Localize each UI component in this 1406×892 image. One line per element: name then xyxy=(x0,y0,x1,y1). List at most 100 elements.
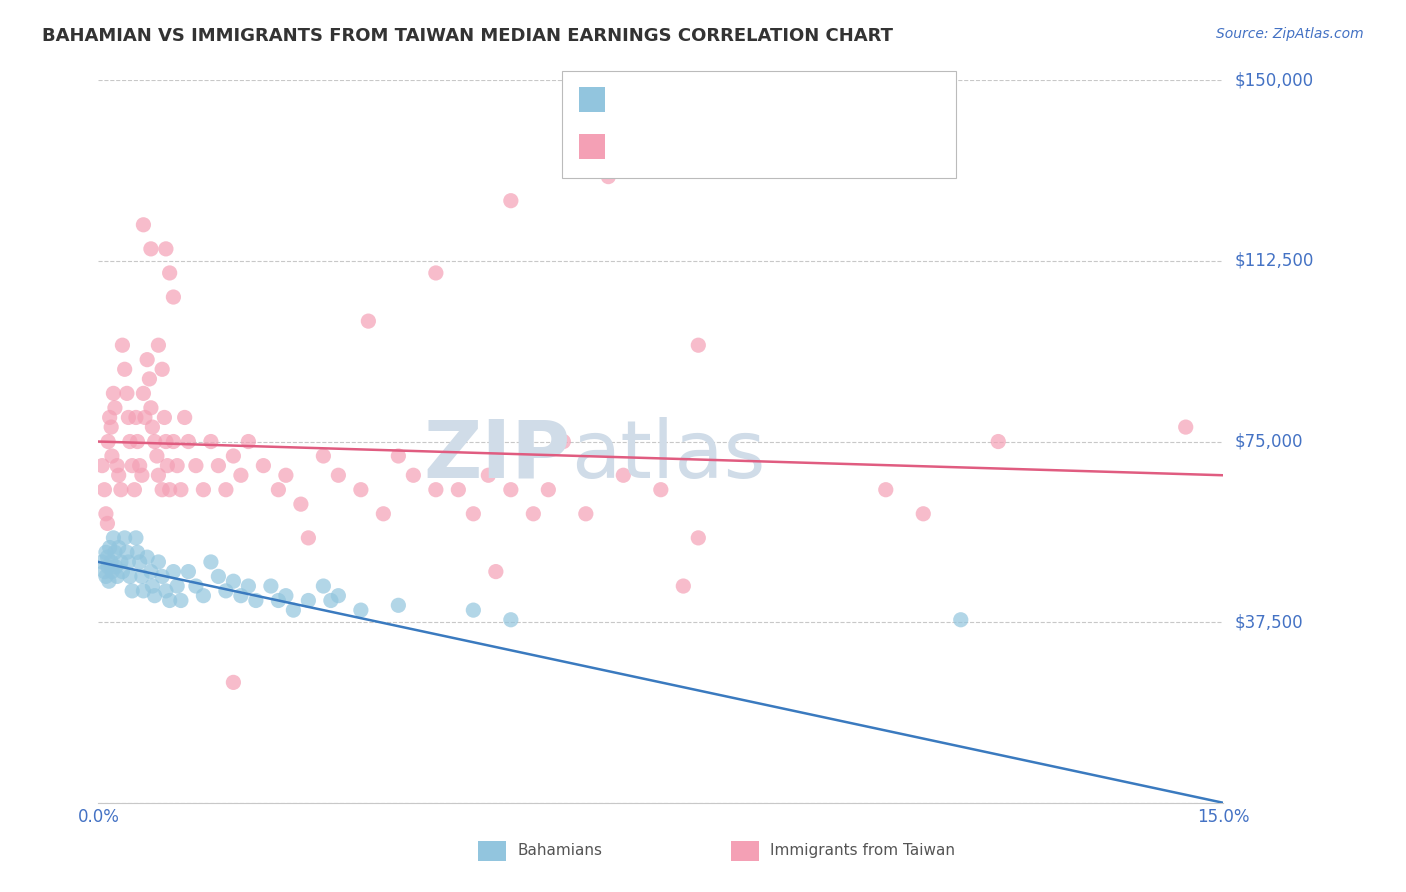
Point xyxy=(114,362,136,376)
Point xyxy=(117,555,139,569)
Point xyxy=(402,468,425,483)
Point xyxy=(159,593,181,607)
Point xyxy=(162,565,184,579)
Point xyxy=(987,434,1010,449)
Point xyxy=(121,583,143,598)
Point xyxy=(875,483,897,497)
Point xyxy=(193,483,215,497)
Point xyxy=(150,362,173,376)
Point xyxy=(267,483,290,497)
Point xyxy=(93,483,115,497)
Point xyxy=(131,468,153,483)
Point xyxy=(110,555,132,569)
Text: atlas: atlas xyxy=(571,417,765,495)
Point xyxy=(215,483,238,497)
Point xyxy=(229,589,252,603)
Point xyxy=(111,565,134,579)
Point xyxy=(159,483,181,497)
Point xyxy=(150,483,173,497)
Point xyxy=(463,603,485,617)
Point xyxy=(387,449,409,463)
Text: R =: R = xyxy=(619,91,655,109)
Point xyxy=(118,434,141,449)
Point xyxy=(94,545,117,559)
Point xyxy=(139,565,162,579)
Point xyxy=(159,266,181,280)
Point xyxy=(155,434,177,449)
Point xyxy=(125,410,148,425)
Point xyxy=(650,483,672,497)
Point xyxy=(173,410,195,425)
Text: $37,500: $37,500 xyxy=(1234,613,1303,632)
Point xyxy=(134,410,156,425)
Text: Immigrants from Taiwan: Immigrants from Taiwan xyxy=(770,844,956,858)
Point xyxy=(612,468,634,483)
Point xyxy=(127,545,149,559)
Text: $150,000: $150,000 xyxy=(1234,71,1313,89)
Point xyxy=(141,420,163,434)
Point xyxy=(104,545,127,559)
Text: R =: R = xyxy=(619,137,655,155)
Point xyxy=(148,555,170,569)
Point xyxy=(184,458,207,473)
Point xyxy=(97,574,120,589)
Point xyxy=(200,434,222,449)
Point xyxy=(143,434,166,449)
Point xyxy=(193,589,215,603)
Point xyxy=(319,593,342,607)
Point xyxy=(96,550,118,565)
Text: Source: ZipAtlas.com: Source: ZipAtlas.com xyxy=(1216,27,1364,41)
Point xyxy=(170,483,193,497)
Point xyxy=(96,516,118,531)
Point xyxy=(105,458,128,473)
Point xyxy=(124,483,146,497)
Point xyxy=(252,458,274,473)
Point xyxy=(115,386,138,401)
Point xyxy=(328,468,350,483)
Point xyxy=(373,507,395,521)
Point xyxy=(499,483,522,497)
Point xyxy=(949,613,972,627)
Point xyxy=(215,583,238,598)
Point xyxy=(184,579,207,593)
Text: N =: N = xyxy=(731,91,779,109)
Point xyxy=(100,555,122,569)
Point xyxy=(146,449,169,463)
Point xyxy=(485,565,508,579)
Point xyxy=(297,531,319,545)
Point xyxy=(222,675,245,690)
Point xyxy=(132,583,155,598)
Point xyxy=(522,507,544,521)
Point xyxy=(499,194,522,208)
Point xyxy=(148,338,170,352)
Point xyxy=(357,314,380,328)
Point xyxy=(672,579,695,593)
Point xyxy=(350,603,373,617)
Text: BAHAMIAN VS IMMIGRANTS FROM TAIWAN MEDIAN EARNINGS CORRELATION CHART: BAHAMIAN VS IMMIGRANTS FROM TAIWAN MEDIA… xyxy=(42,27,893,45)
Point xyxy=(141,579,163,593)
Point xyxy=(387,599,409,613)
Point xyxy=(136,352,159,367)
Point xyxy=(162,290,184,304)
Text: -0.060: -0.060 xyxy=(661,137,720,155)
Point xyxy=(688,338,710,352)
Point xyxy=(166,579,188,593)
Point xyxy=(128,555,150,569)
Point xyxy=(274,468,297,483)
Point xyxy=(101,449,124,463)
Point xyxy=(156,458,179,473)
Point xyxy=(222,574,245,589)
Point xyxy=(94,569,117,583)
Point xyxy=(177,565,200,579)
Point xyxy=(328,589,350,603)
Point xyxy=(94,507,117,521)
Point xyxy=(425,483,447,497)
Point xyxy=(155,242,177,256)
Point xyxy=(267,593,290,607)
Point xyxy=(274,589,297,603)
Point xyxy=(447,483,470,497)
Point xyxy=(297,593,319,607)
Point xyxy=(499,613,522,627)
Point xyxy=(117,410,139,425)
Point xyxy=(598,169,620,184)
